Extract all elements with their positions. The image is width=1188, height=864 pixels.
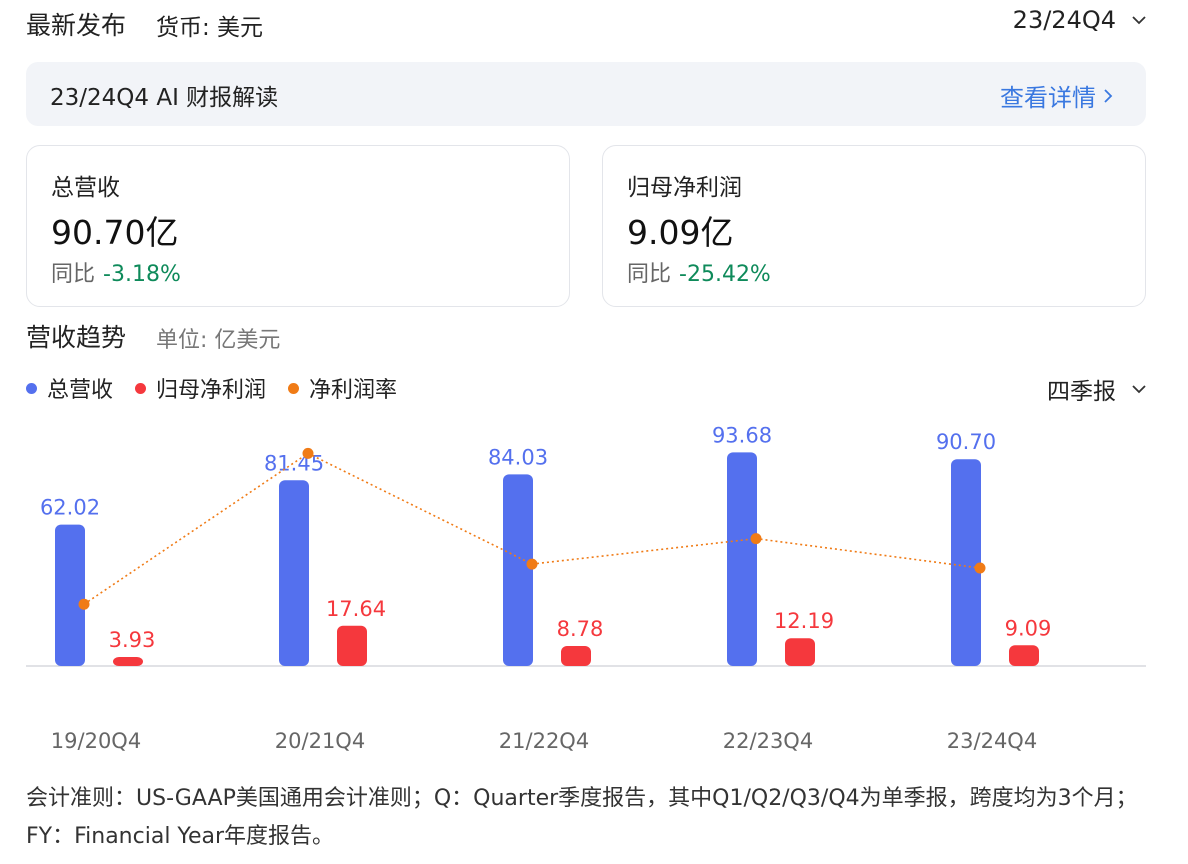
net-profit-bar[interactable]	[113, 657, 143, 666]
x-tick-label: 23/24Q4	[947, 729, 1037, 753]
net-profit-yoy-label: 同比	[627, 262, 672, 287]
revenue-bar[interactable]	[55, 524, 85, 666]
ai-report-title: 23/24Q4 AI 财报解读	[50, 85, 279, 111]
revenue-value: 90.70亿	[51, 213, 179, 252]
revenue-yoy: 同比 -3.18%	[51, 256, 181, 288]
chevron-down-icon	[1132, 385, 1146, 394]
trend-unit: 单位: 亿美元	[156, 328, 281, 353]
x-tick-label: 21/22Q4	[499, 729, 589, 753]
revenue-data-label: 84.03	[488, 445, 548, 469]
net-profit-bar[interactable]	[337, 625, 367, 666]
header: 最新发布 货币: 美元 23/24Q4	[26, 6, 1146, 42]
footnote: 会计准则：US-GAAP美国通用会计准则；Q：Quarter季度报告，其中Q1/…	[26, 786, 1138, 849]
margin-point[interactable]	[750, 533, 762, 545]
ai-report-banner[interactable]: 23/24Q4 AI 财报解读 查看详情	[26, 62, 1146, 126]
legend-net-profit-dot	[135, 382, 147, 394]
margin-point[interactable]	[302, 447, 314, 459]
legend-net-profit[interactable]: 归母净利润	[135, 372, 266, 404]
net-profit-data-label: 8.78	[557, 617, 604, 641]
x-tick-label: 22/23Q4	[723, 729, 813, 753]
legend-margin-label: 净利润率	[309, 378, 398, 403]
legend-margin[interactable]: 净利润率	[288, 372, 397, 404]
net-profit-yoy: 同比 -25.42%	[627, 256, 771, 288]
net-profit-bar[interactable]	[561, 645, 591, 666]
net-profit-label: 归母净利润	[627, 175, 742, 201]
revenue-bar[interactable]	[727, 452, 757, 666]
net-profit-data-label: 12.19	[774, 609, 834, 633]
period-value: 23/24Q4	[1012, 6, 1116, 34]
currency-label: 货币: 美元	[156, 15, 264, 41]
revenue-bar[interactable]	[503, 474, 533, 666]
legend-revenue[interactable]: 总营收	[26, 372, 113, 404]
net-profit-yoy-value: -25.42%	[679, 262, 771, 287]
period-selector[interactable]: 23/24Q4	[1013, 6, 1146, 34]
revenue-label: 总营收	[51, 175, 120, 201]
revenue-yoy-label: 同比	[51, 262, 96, 287]
net-profit-bar[interactable]	[785, 638, 815, 666]
chevron-down-icon	[1132, 16, 1146, 25]
chart-legend: 总营收 归母净利润 净利润率	[26, 372, 397, 404]
margin-line	[83, 452, 981, 605]
view-details-label: 查看详情	[1000, 84, 1096, 112]
revenue-yoy-value: -3.18%	[103, 262, 181, 287]
revenue-trend-chart: 62.02 3.93 19/20Q4 81.45 17.64 20/21Q4 84.03 8.…	[26, 423, 1146, 753]
revenue-data-label: 90.70	[936, 430, 996, 454]
revenue-card: 总营收 90.70亿 同比 -3.18%	[26, 145, 570, 307]
chevron-right-icon	[1104, 88, 1113, 103]
net-profit-data-label: 17.64	[326, 597, 386, 621]
trend-title: 营收趋势	[26, 323, 127, 352]
section-title: 最新发布	[26, 11, 127, 40]
view-details-link[interactable]: 查看详情	[1000, 78, 1114, 113]
revenue-bar[interactable]	[951, 459, 981, 666]
net-profit-card: 归母净利润 9.09亿 同比 -25.42%	[602, 145, 1146, 307]
revenue-data-label: 81.45	[264, 451, 324, 475]
frequency-selector[interactable]: 四季报	[1047, 372, 1146, 406]
x-tick-label: 19/20Q4	[51, 729, 141, 753]
legend-revenue-dot	[26, 382, 37, 394]
net-profit-value: 9.09亿	[627, 213, 734, 252]
frequency-value: 四季报	[1047, 379, 1116, 405]
revenue-bar[interactable]	[279, 480, 309, 666]
legend-margin-dot	[288, 382, 300, 394]
margin-point[interactable]	[78, 598, 90, 610]
revenue-data-label: 93.68	[712, 423, 772, 447]
legend-net-profit-label: 归母净利润	[156, 378, 267, 403]
net-profit-data-label: 3.93	[109, 628, 156, 652]
revenue-data-label: 62.02	[40, 496, 100, 520]
margin-point[interactable]	[526, 558, 538, 570]
net-profit-data-label: 9.09	[1005, 616, 1052, 640]
net-profit-bar[interactable]	[1009, 645, 1039, 666]
legend-revenue-label: 总营收	[47, 378, 114, 403]
margin-point[interactable]	[974, 562, 986, 574]
x-tick-label: 20/21Q4	[275, 729, 365, 753]
